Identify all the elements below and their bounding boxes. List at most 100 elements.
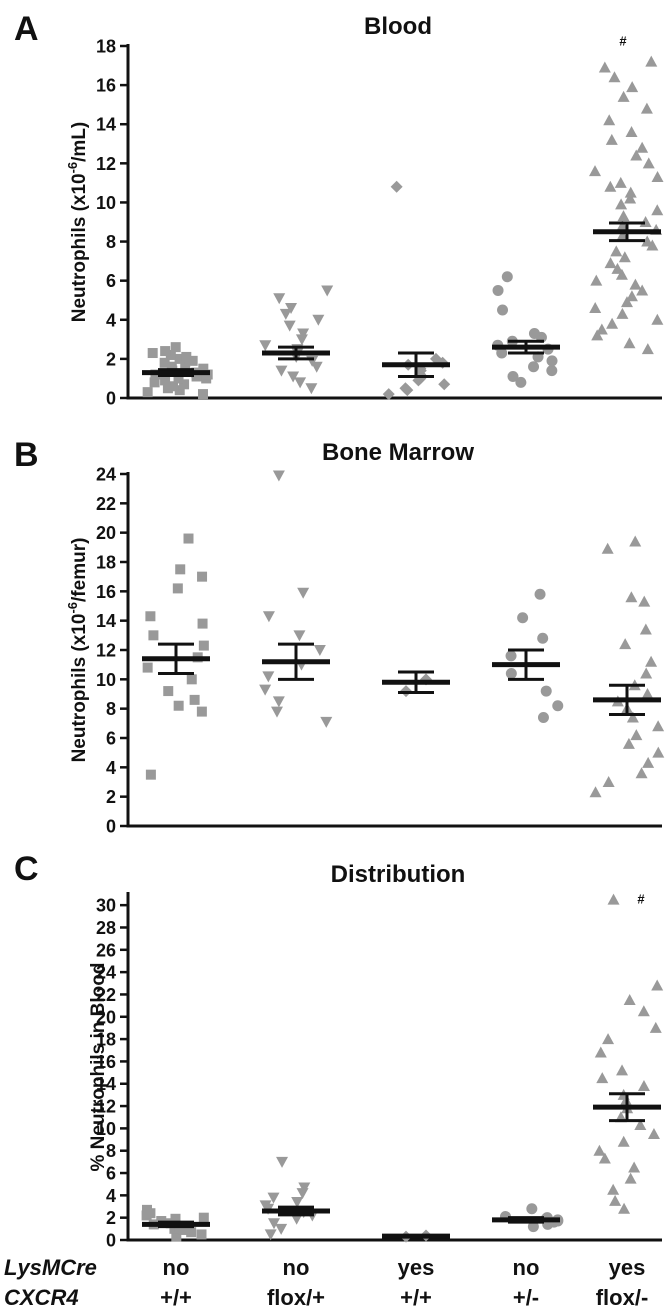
data-point — [141, 1204, 152, 1215]
data-point — [159, 357, 170, 368]
data-point — [173, 373, 184, 384]
data-point — [295, 334, 308, 346]
y-axis-label: % Neutrophils in Blood — [88, 963, 109, 1172]
data-point — [617, 90, 630, 102]
data-point — [515, 376, 527, 388]
data-point — [320, 716, 333, 728]
y-tick-label: 20 — [96, 523, 116, 543]
y-tick-label: 24 — [96, 963, 116, 983]
data-point — [624, 186, 637, 198]
y-tick-label: 12 — [96, 1097, 116, 1117]
data-point — [641, 235, 654, 247]
data-point — [382, 388, 395, 401]
panel-b: B Bone Marrow024681012141618202224Neutrop… — [14, 436, 665, 837]
data-point — [290, 1213, 303, 1225]
data-point — [537, 632, 549, 644]
y-tick-label: 10 — [96, 193, 116, 213]
data-point — [273, 293, 286, 305]
data-point — [636, 284, 649, 296]
data-point — [293, 630, 306, 642]
data-point — [642, 157, 655, 169]
data-point — [638, 595, 651, 607]
data-point — [171, 1231, 182, 1242]
data-point — [275, 1223, 288, 1235]
x-category-lysmcre: no — [513, 1255, 540, 1280]
data-point — [149, 377, 160, 388]
y-tick-label: 24 — [96, 465, 116, 485]
data-point — [601, 542, 614, 554]
group-3 — [382, 180, 451, 401]
data-point — [651, 313, 664, 325]
y-tick-label: 6 — [106, 271, 116, 291]
data-point — [611, 262, 624, 274]
data-point — [160, 375, 171, 386]
data-point — [594, 1046, 607, 1058]
x-category-lysmcre: no — [283, 1255, 310, 1280]
data-point — [603, 114, 616, 126]
data-point — [620, 296, 633, 308]
y-tick-label: 16 — [96, 1052, 116, 1072]
y-tick-label: 8 — [106, 1141, 116, 1161]
data-point — [390, 180, 403, 193]
data-point — [651, 204, 664, 216]
y-tick-label: 14 — [96, 1074, 116, 1094]
data-point — [616, 307, 629, 319]
data-point — [619, 638, 632, 650]
data-point — [310, 361, 323, 373]
y-tick-label: 22 — [96, 985, 116, 1005]
data-point — [169, 1223, 180, 1234]
data-point — [147, 348, 158, 359]
data-point — [183, 533, 194, 544]
data-point — [528, 361, 540, 373]
data-point — [505, 650, 517, 662]
data-point — [160, 346, 171, 357]
data-point — [507, 370, 519, 382]
y-tick-label: 22 — [96, 494, 116, 514]
y-tick-label: 8 — [106, 699, 116, 719]
y-tick-label: 20 — [96, 1007, 116, 1027]
data-point — [617, 1135, 630, 1147]
data-point — [313, 645, 326, 656]
panel-letter: A — [14, 10, 39, 48]
data-point — [285, 303, 298, 315]
data-point — [595, 323, 608, 335]
data-point — [591, 329, 604, 341]
data-point — [537, 711, 549, 723]
data-point — [615, 268, 628, 280]
data-point — [546, 365, 558, 377]
data-point — [170, 342, 181, 353]
data-point — [645, 655, 658, 667]
data-point — [552, 700, 564, 712]
y-tick-label: 10 — [96, 1119, 116, 1139]
x-axis-labels: LysMCre CXCR4 no no yes no yes +/+ flox/+ +/+ +/- f… — [4, 1255, 648, 1310]
x-category-cxcr4: +/+ — [400, 1285, 432, 1310]
data-point — [174, 385, 185, 396]
data-point — [589, 786, 602, 798]
panel-a: A Blood 0 2 4 6 8 10 12 14 16 18 Neutrophils (x10-6/… — [14, 10, 664, 409]
data-point — [170, 1213, 181, 1224]
data-point — [604, 257, 617, 269]
significance-marker: # — [637, 892, 645, 907]
y-tick-label: 8 — [106, 232, 116, 252]
data-point — [198, 640, 209, 651]
group-5 — [589, 535, 665, 798]
y-tick-label: 10 — [96, 670, 116, 690]
group-2 — [259, 1156, 330, 1241]
data-point — [630, 729, 643, 741]
group-5 — [593, 893, 664, 1214]
y-tick-label: 0 — [106, 1231, 116, 1251]
data-point — [517, 612, 529, 624]
x-category-lysmcre: no — [163, 1255, 190, 1280]
group-4 — [492, 1203, 564, 1233]
data-point — [175, 564, 186, 575]
data-point — [501, 271, 513, 283]
panel-letter: C — [14, 850, 39, 888]
data-point — [607, 1183, 620, 1195]
data-point — [268, 1218, 281, 1230]
data-point — [598, 61, 611, 73]
data-point — [635, 767, 648, 779]
data-point — [608, 71, 621, 83]
data-point — [297, 587, 310, 599]
data-point — [652, 720, 665, 732]
y-axis-label: Neutrophils (x10-6/femur) — [65, 538, 90, 763]
